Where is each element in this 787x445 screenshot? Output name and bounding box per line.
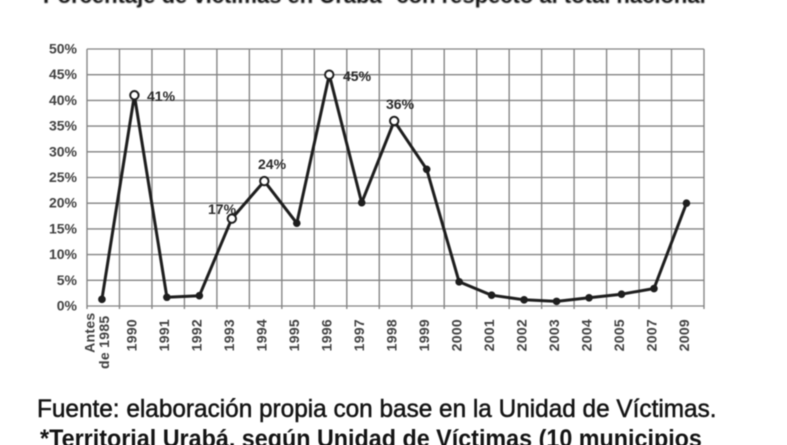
svg-text:2009: 2009: [676, 319, 692, 351]
svg-text:1995: 1995: [286, 319, 302, 351]
svg-text:30%: 30%: [49, 143, 78, 159]
svg-text:Antes: Antes: [82, 313, 98, 353]
svg-text:1998: 1998: [384, 319, 400, 351]
svg-text:1996: 1996: [319, 319, 335, 351]
svg-text:2002: 2002: [513, 319, 529, 351]
svg-text:1992: 1992: [189, 319, 205, 351]
svg-text:2007: 2007: [643, 319, 659, 351]
svg-text:0%: 0%: [57, 298, 78, 314]
svg-text:1993: 1993: [221, 319, 237, 351]
svg-text:2003: 2003: [546, 319, 562, 351]
svg-text:10%: 10%: [49, 246, 78, 262]
svg-text:17%: 17%: [208, 201, 237, 217]
svg-text:45%: 45%: [49, 66, 78, 82]
svg-text:36%: 36%: [386, 96, 415, 112]
svg-text:1994: 1994: [254, 319, 270, 351]
svg-text:5%: 5%: [57, 272, 78, 288]
svg-text:de 1985: de 1985: [96, 316, 112, 369]
svg-text:50%: 50%: [49, 41, 78, 57]
svg-text:35%: 35%: [49, 118, 78, 134]
svg-text:1990: 1990: [124, 319, 140, 351]
svg-text:2005: 2005: [611, 319, 627, 351]
svg-text:1997: 1997: [351, 319, 367, 351]
svg-text:15%: 15%: [49, 220, 78, 236]
svg-text:41%: 41%: [147, 88, 176, 104]
svg-text:2001: 2001: [481, 319, 497, 351]
svg-text:24%: 24%: [258, 156, 287, 172]
svg-text:25%: 25%: [49, 169, 78, 185]
svg-text:40%: 40%: [49, 92, 78, 108]
svg-text:2004: 2004: [578, 319, 594, 351]
svg-text:1991: 1991: [156, 319, 172, 351]
svg-text:20%: 20%: [49, 195, 78, 211]
svg-text:2000: 2000: [448, 319, 464, 351]
svg-text:1999: 1999: [416, 319, 432, 351]
svg-text:45%: 45%: [343, 68, 372, 84]
